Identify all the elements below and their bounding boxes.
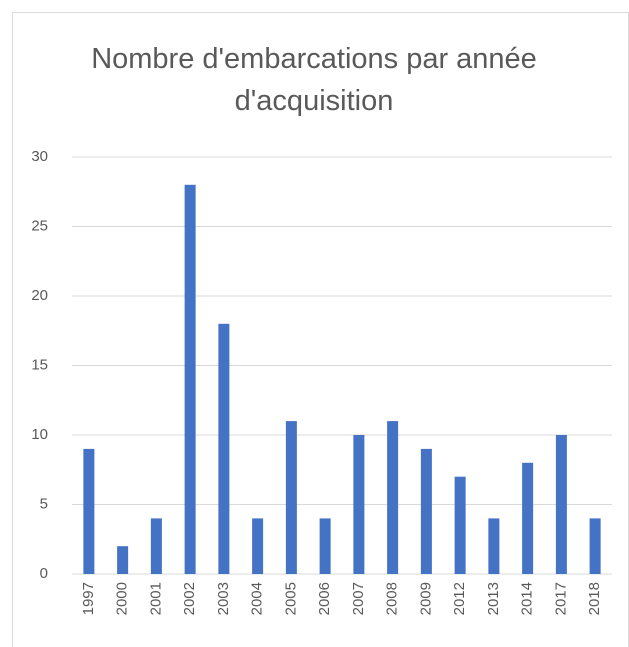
x-tick-label: 2002 [181,582,198,615]
bar [285,421,297,574]
y-tick-label: 20 [31,287,48,304]
bar [184,184,196,575]
x-tick-label: 2008 [384,582,401,615]
y-tick-label: 30 [31,148,48,165]
x-tick-label: 2005 [282,582,299,615]
bar [83,448,95,574]
x-tick-label: 2003 [215,582,232,615]
y-tick-label: 15 [31,356,48,373]
x-tick-label: 2009 [417,582,434,615]
x-tick-label: 2006 [316,582,333,615]
y-tick-label: 25 [31,217,48,234]
bar [522,462,534,574]
x-tick-label: 2000 [114,582,131,615]
bar [319,518,331,574]
x-tick-label: 2013 [485,582,502,615]
bar [387,421,399,574]
x-tick-label: 2018 [586,582,603,615]
x-tick-label: 2014 [519,582,536,615]
x-tick-label: 2017 [552,582,569,615]
x-tick-label: 2007 [350,582,367,615]
chart-title: Nombre d'embarcations par année d'acquis… [91,43,537,117]
y-tick-label: 5 [40,495,48,512]
x-tick-label: 2012 [451,582,468,615]
x-tick-label: 2001 [147,582,164,615]
bar [150,518,162,574]
bar [420,448,432,574]
x-tick-label: 1997 [80,582,97,615]
bar [252,518,264,574]
bar [218,323,230,574]
bar [353,435,365,574]
bar [488,518,500,574]
bar [555,435,567,574]
bar [454,476,466,574]
bar [117,546,129,574]
y-tick-label: 0 [40,565,48,582]
y-tick-label: 10 [31,426,48,443]
x-tick-label: 2004 [249,582,266,615]
bar [589,518,601,574]
